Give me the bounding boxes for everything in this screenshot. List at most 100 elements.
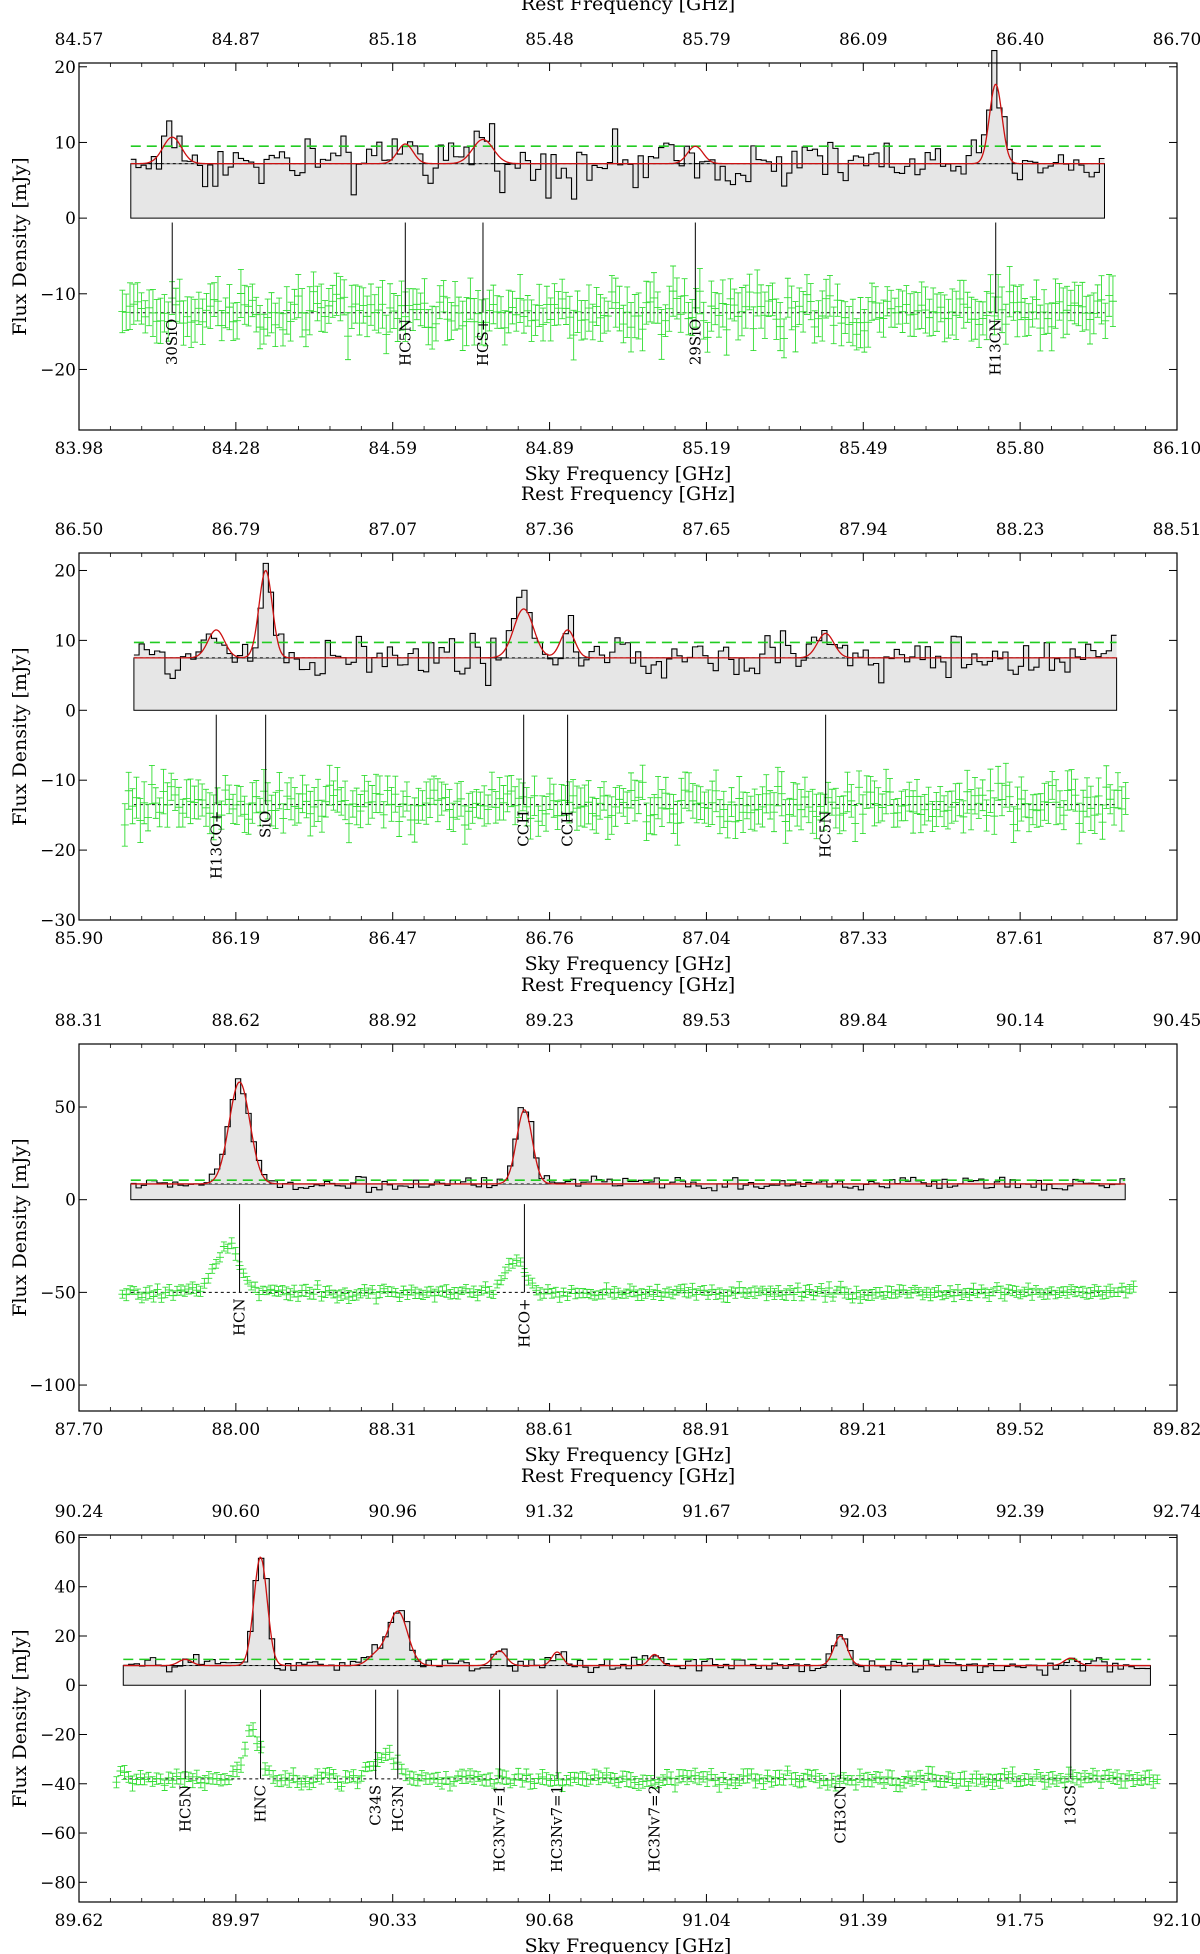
residual-point — [936, 1775, 945, 1788]
residual-point — [924, 1765, 933, 1781]
line-label: HC3Nv7=1 — [548, 1785, 566, 1872]
residual-point — [727, 787, 736, 817]
residual-point — [462, 1770, 471, 1784]
residual-point — [653, 291, 662, 324]
model-fit — [123, 1556, 1151, 1667]
residual-point — [1113, 1769, 1122, 1785]
residual-point — [251, 1281, 260, 1293]
residual-point — [996, 1285, 1005, 1300]
y-tick-label: 10 — [54, 133, 76, 153]
residual-point — [212, 1771, 221, 1785]
residual-point — [649, 272, 658, 324]
residual-point — [337, 1781, 346, 1792]
residual-point — [551, 1286, 560, 1298]
residual-point — [522, 1768, 531, 1783]
residual-point — [641, 1289, 650, 1299]
residual-point — [1036, 1772, 1045, 1782]
residual-point — [451, 281, 460, 331]
residual-point — [516, 273, 525, 323]
residual-point — [118, 289, 127, 334]
plot-frame — [78, 1043, 1178, 1412]
residual-point — [333, 1775, 342, 1790]
residual-point — [839, 1772, 848, 1784]
residual-point — [559, 1287, 568, 1297]
line-label: H13CO+ — [207, 811, 225, 880]
residual-point — [523, 295, 532, 327]
residual-point — [420, 278, 429, 329]
residual-point — [247, 1281, 256, 1291]
residual-point — [675, 1769, 684, 1784]
residual-point — [340, 1287, 349, 1300]
residual-point — [1043, 303, 1052, 334]
line-label: 30SiO — [163, 319, 181, 365]
y-tick-label: −20 — [40, 360, 76, 380]
residual-point — [673, 800, 682, 846]
residual-point — [692, 784, 701, 824]
residual-point — [971, 298, 980, 340]
residual-point — [274, 1285, 283, 1297]
top-tick-label: 92.03 — [839, 1502, 888, 1522]
residual-point — [112, 1776, 121, 1789]
residual-point — [565, 295, 574, 339]
residual-point — [638, 764, 647, 800]
residual-point — [498, 1769, 507, 1785]
residual-point — [637, 1288, 646, 1301]
residual-point — [888, 1770, 897, 1786]
residual-point — [905, 781, 914, 812]
y-tick-label: 0 — [65, 701, 76, 721]
residual-point — [145, 289, 154, 327]
residual-point — [270, 1284, 279, 1297]
residual-point — [554, 291, 563, 326]
residual-point — [772, 298, 781, 340]
bottom-tick-label: 88.61 — [525, 1420, 574, 1440]
residual-point — [646, 797, 655, 835]
residual-point — [665, 793, 674, 824]
residual-point — [668, 1289, 677, 1300]
residual-point — [148, 289, 157, 337]
residual-point — [707, 1768, 716, 1782]
residual-point — [789, 1288, 798, 1302]
residual-point — [898, 290, 907, 333]
residual-point — [664, 1286, 673, 1298]
residual-point — [220, 1773, 229, 1786]
residual-point — [654, 775, 663, 820]
residual-point — [584, 284, 593, 332]
residual-point — [453, 782, 462, 820]
residual-point — [1051, 1289, 1060, 1300]
residual-point — [196, 1776, 205, 1789]
residual-point — [202, 293, 211, 328]
residual-point — [554, 1772, 563, 1786]
bottom-tick-label: 86.19 — [212, 929, 261, 949]
residual-point — [232, 784, 241, 825]
residual-point — [680, 278, 689, 314]
residual-point — [820, 793, 829, 831]
residual-point — [209, 794, 218, 841]
residual-point — [435, 285, 444, 320]
residual-point — [457, 781, 466, 817]
residual-point — [405, 1770, 414, 1785]
residual-point — [305, 1777, 314, 1791]
residual-point — [742, 792, 751, 820]
top-tick-label: 91.32 — [525, 1502, 574, 1522]
residual-point — [1079, 789, 1088, 833]
model-fit — [130, 83, 1105, 165]
residual-point — [237, 1757, 246, 1773]
residual-point — [880, 1776, 889, 1789]
residual-point — [1072, 1772, 1081, 1786]
residual-point — [610, 1772, 619, 1787]
residual-point — [298, 288, 307, 338]
residual-point — [302, 784, 311, 819]
residual-point — [851, 805, 860, 843]
residual-point — [902, 285, 911, 324]
residual-point — [821, 1289, 830, 1303]
residual-point — [389, 1757, 398, 1770]
bottom-axis-label: Sky Frequency [GHz] — [525, 953, 732, 975]
residual-point — [699, 301, 708, 340]
residual-point — [364, 1287, 373, 1299]
residual-point — [566, 1772, 575, 1787]
residual-point — [493, 1279, 502, 1289]
continuum-band — [130, 163, 1105, 219]
residual-point — [450, 1776, 459, 1787]
residual-point — [576, 787, 585, 827]
residual-point — [493, 295, 502, 329]
